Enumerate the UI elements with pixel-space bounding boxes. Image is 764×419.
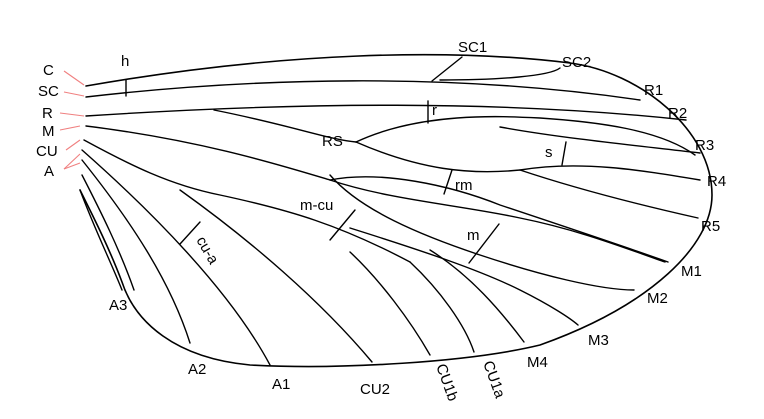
label-r5: R5 <box>701 218 720 235</box>
vein-cu2 <box>179 189 373 363</box>
label-r: R <box>42 105 53 122</box>
vein-m1 <box>329 176 669 263</box>
label-sc1: SC1 <box>458 39 487 56</box>
vein-r <box>85 104 687 121</box>
label-a: A <box>44 163 54 180</box>
label-cu1b: CU1b <box>432 362 461 404</box>
pointer-sc <box>63 91 85 97</box>
vein-rs <box>213 109 357 143</box>
pointer-a-2 <box>63 162 81 170</box>
base-pointers <box>59 70 85 170</box>
label-sc2: SC2 <box>562 54 591 71</box>
label-r4: R4 <box>707 173 726 190</box>
pointer-m <box>59 125 81 131</box>
pointer-cu <box>65 139 81 151</box>
crossvein-m <box>468 223 500 264</box>
label-a2: A2 <box>188 361 206 378</box>
label-c: C <box>43 62 54 79</box>
pointer-r <box>59 112 85 117</box>
label-r-cross: r <box>432 102 437 119</box>
label-r2: R2 <box>668 105 687 122</box>
label-m-cu: m-cu <box>300 197 333 214</box>
pointer-c <box>63 70 85 86</box>
label-m-cross: m <box>467 227 480 244</box>
crossvein-m-cu <box>329 209 356 241</box>
label-s-cross: s <box>545 144 553 161</box>
label-m2: M2 <box>647 290 668 307</box>
label-cu2: CU2 <box>360 381 390 398</box>
label-r1: R1 <box>644 82 663 99</box>
vein-r3 <box>355 115 696 156</box>
vein-m3 <box>349 227 579 326</box>
crossvein-sc1 <box>431 56 463 82</box>
label-cu1a: CU1a <box>479 359 508 401</box>
vein-r4 <box>519 165 701 181</box>
label-m: M <box>42 123 55 140</box>
label-a3: A3 <box>109 297 127 314</box>
vein-cu1b <box>349 251 431 356</box>
vein-r4-base <box>499 126 701 154</box>
vein-m-upper <box>329 179 666 263</box>
vein-m2 <box>329 174 635 291</box>
wing-outline <box>79 53 713 368</box>
crossvein-cu-a <box>179 221 201 245</box>
vein-a1 <box>81 149 271 366</box>
vein-cu <box>83 139 411 263</box>
label-sc: SC <box>38 83 59 100</box>
label-rs: RS <box>322 133 343 150</box>
crossvein-rm <box>443 169 453 195</box>
label-cu: CU <box>36 143 58 160</box>
crossvein-s <box>561 141 567 166</box>
label-m1: M1 <box>681 263 702 280</box>
label-r3: R3 <box>695 137 714 154</box>
vein-a2 <box>81 159 191 344</box>
vein-sc2 <box>439 67 561 81</box>
label-rm: rm <box>455 177 473 194</box>
vein-m4 <box>429 249 525 343</box>
label-m3: M3 <box>588 332 609 349</box>
label-m4: M4 <box>527 354 548 371</box>
label-h: h <box>121 53 129 70</box>
vein-a3 <box>81 174 135 291</box>
labels: C SC R M CU A h SC1 SC2 R1 R2 R3 R4 R5 R… <box>36 39 726 403</box>
vein-m <box>85 125 331 181</box>
vein-sc <box>85 80 641 101</box>
label-a1: A1 <box>272 376 290 393</box>
vein-r5 <box>355 141 699 219</box>
vein-a-inner <box>79 189 123 291</box>
vein-cu1a <box>409 261 475 353</box>
pointer-a <box>63 153 81 170</box>
